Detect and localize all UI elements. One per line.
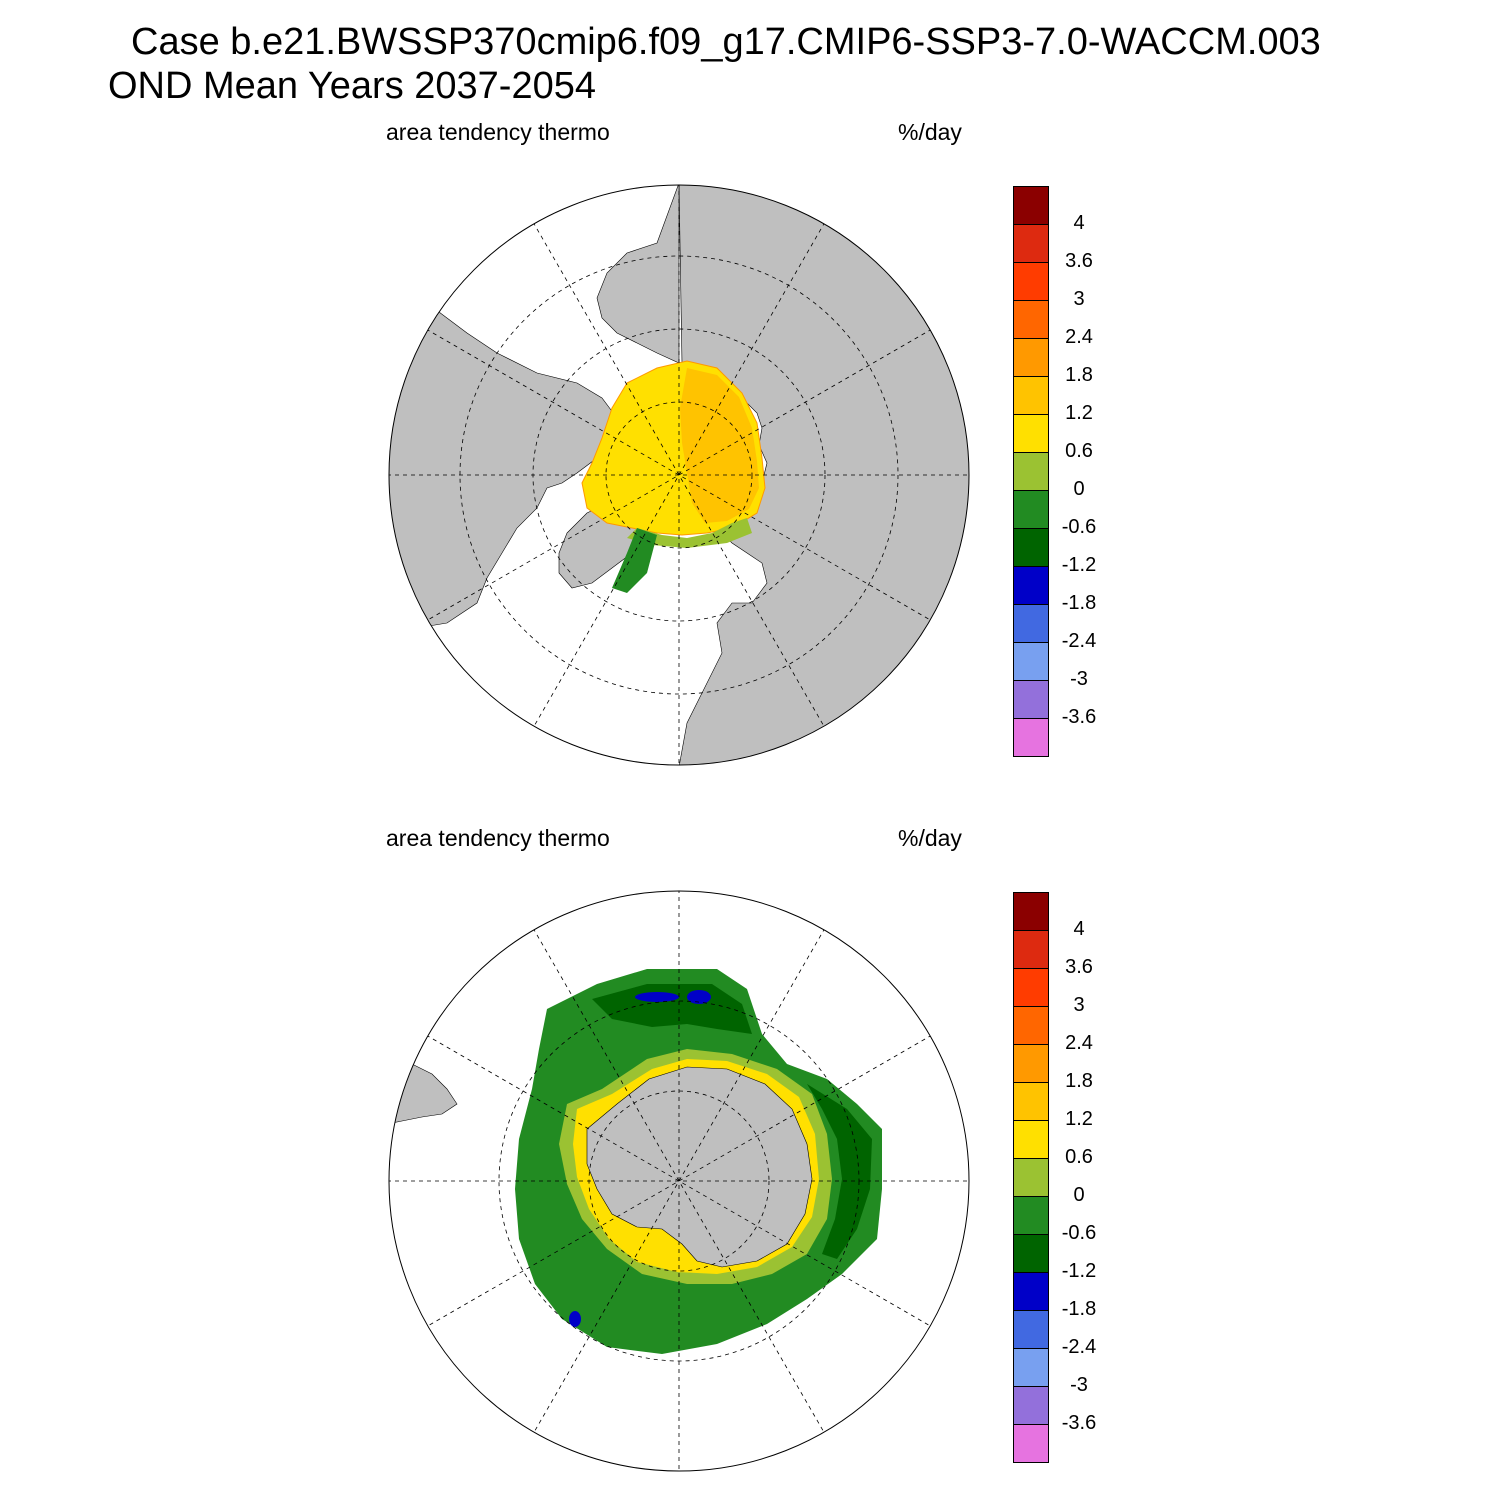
colorbar-tick-label: -1.2 (1061, 1260, 1097, 1282)
map-boundary (388, 890, 970, 1472)
colorbar-tick-label: 2.4 (1065, 326, 1093, 348)
graticule (389, 891, 969, 1471)
variable-label: area tendency thermo (386, 825, 610, 851)
colorbar-tick-label: -1.8 (1061, 1298, 1097, 1320)
colorbar-tick-label: 1.8 (1065, 1070, 1093, 1092)
sea-ice-green-edge (627, 518, 752, 548)
colorbar-swatches (1013, 892, 1049, 1463)
colorbar-swatches (1013, 186, 1049, 757)
sea-ice-blue-patch-3 (569, 1311, 581, 1327)
units-label: %/day (898, 825, 962, 851)
colorbar-tick-label: 4 (1073, 918, 1085, 940)
colorbar-swatch (1013, 301, 1049, 339)
north-polar-map (388, 184, 970, 766)
colorbar-swatch (1013, 491, 1049, 529)
colorbar-swatch (1013, 1387, 1049, 1425)
colorbar-tick-label: -2.4 (1061, 630, 1097, 652)
colorbar-tick-label: 0 (1073, 1184, 1085, 1206)
colorbar-swatch (1013, 719, 1049, 757)
colorbar-swatch (1013, 377, 1049, 415)
colorbar-tick-label: 3.6 (1065, 956, 1093, 978)
colorbar-swatch (1013, 1273, 1049, 1311)
colorbar-swatch (1013, 969, 1049, 1007)
units-label: %/day (898, 119, 962, 145)
colorbar-tick-label: -3.6 (1061, 1412, 1097, 1434)
colorbar-tick-label: 3 (1073, 288, 1085, 310)
colorbar-tick-label: -1.8 (1061, 592, 1097, 614)
map-boundary (388, 184, 970, 766)
colorbar-swatch (1013, 1311, 1049, 1349)
colorbar-tick-label: 3 (1073, 994, 1085, 1016)
colorbar-swatch (1013, 1425, 1049, 1463)
colorbar-swatch (1013, 643, 1049, 681)
colorbar-tick-label: 0.6 (1065, 440, 1093, 462)
colorbar-swatch (1013, 225, 1049, 263)
colorbar-tick-label: -1.2 (1061, 554, 1097, 576)
colorbar-tick-label: -0.6 (1061, 516, 1097, 538)
land-siberia-north (596, 185, 680, 364)
graticule (389, 185, 969, 765)
variable-label: area tendency thermo (386, 119, 610, 145)
panel-north-polar: area tendency thermo %/day (0, 0, 1500, 766)
colorbar-tick-label: 2.4 (1065, 1032, 1093, 1054)
colorbar-swatch (1013, 1235, 1049, 1273)
panel-south-polar: area tendency thermo %/day (0, 706, 1500, 1472)
land-north-america (389, 282, 618, 634)
colorbar-swatch (1013, 605, 1049, 643)
title-line-period: OND Mean Years 2037-2054 (108, 65, 596, 107)
colorbar-tick-label: -3 (1070, 668, 1088, 690)
sea-ice-blue-patch (635, 992, 679, 1002)
colorbar-tick-label: -2.4 (1061, 1336, 1097, 1358)
colorbar-swatch (1013, 186, 1049, 225)
colorbar-swatch (1013, 567, 1049, 605)
colorbar-swatch (1013, 1197, 1049, 1235)
colorbar-tick-label: 1.2 (1065, 1108, 1093, 1130)
colorbar-swatch (1013, 415, 1049, 453)
south-polar-map (388, 890, 970, 1472)
sea-ice-orange-band (680, 368, 759, 523)
colorbar-swatch (1013, 1083, 1049, 1121)
sea-ice-darkgreen-edge (612, 528, 657, 593)
colorbar: 4 3.6 3 2.4 1.8 1.2 0.6 0 -0.6 -1.2 -1.8 -2.4 -3 -3.6 (1013, 892, 1096, 1463)
colorbar-tick-label: 1.2 (1065, 402, 1093, 424)
colorbar-tick-label: 3.6 (1065, 250, 1093, 272)
colorbar-swatch (1013, 453, 1049, 491)
colorbar-tick-label: -0.6 (1061, 1222, 1097, 1244)
colorbar-swatch (1013, 1349, 1049, 1387)
colorbar-swatch (1013, 1045, 1049, 1083)
colorbar-swatch (1013, 1159, 1049, 1197)
colorbar-swatch (1013, 263, 1049, 301)
colorbar-tick-label: -3 (1070, 1374, 1088, 1396)
colorbar-tick-label: 1.8 (1065, 364, 1093, 386)
colorbar-swatch (1013, 1121, 1049, 1159)
land-antarctica (586, 1066, 813, 1268)
colorbar-tick-label: -3.6 (1061, 706, 1097, 728)
sea-ice-blue-patch-2 (687, 990, 711, 1004)
colorbar-tick-label: 0.6 (1065, 1146, 1093, 1168)
colorbar-swatch (1013, 931, 1049, 969)
title-line-case: Case b.e21.BWSSP370cmip6.f09_g17.CMIP6-S… (131, 21, 1321, 63)
colorbar-swatch (1013, 339, 1049, 377)
colorbar-swatch (1013, 1007, 1049, 1045)
colorbar: 4 3.6 3 2.4 1.8 1.2 0.6 0 -0.6 -1.2 -1.8 -2.4 -3 -3.6 (1013, 186, 1096, 757)
sea-ice-darkgreen-band (592, 984, 752, 1034)
colorbar-tick-label: 0 (1073, 478, 1085, 500)
colorbar-tick-label: 4 (1073, 212, 1085, 234)
colorbar-swatch (1013, 681, 1049, 719)
colorbar-swatch (1013, 529, 1049, 567)
colorbar-swatch (1013, 892, 1049, 931)
